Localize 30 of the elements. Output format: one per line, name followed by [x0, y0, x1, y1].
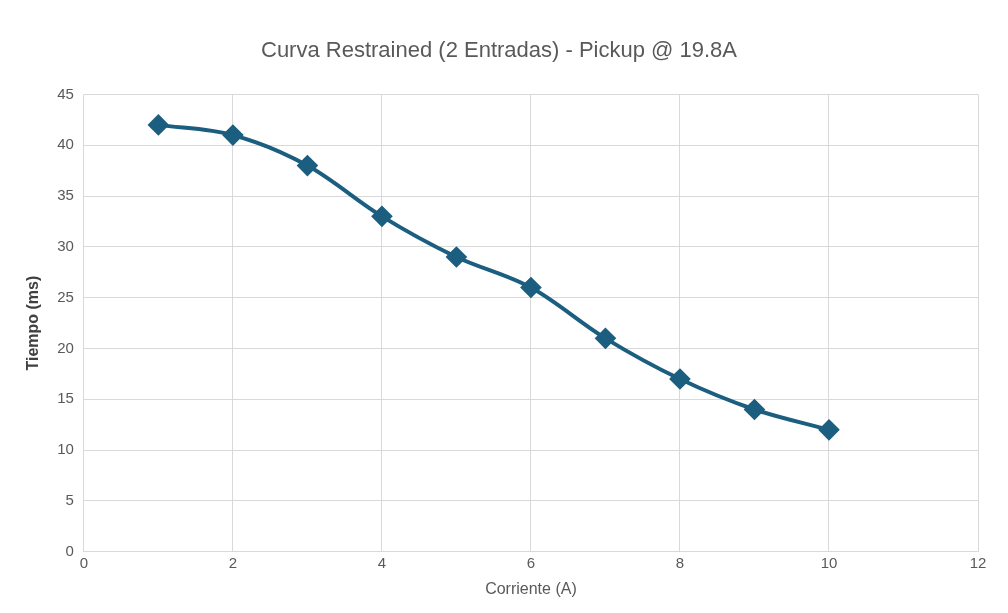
- x-axis-title: Corriente (A): [485, 579, 577, 597]
- point: [297, 155, 318, 176]
- x-tick-label: 2: [228, 553, 238, 571]
- point: [520, 277, 541, 298]
- x-tick-label: 12: [969, 553, 987, 571]
- y-tick-label: 0: [65, 541, 74, 559]
- y-tick-label: 35: [57, 186, 74, 204]
- y-tick-label: 45: [57, 84, 74, 102]
- y-tick-label: 5: [65, 491, 74, 509]
- y-tick-label: 15: [57, 389, 74, 407]
- y-tick-label: 40: [57, 135, 74, 153]
- point: [669, 369, 690, 389]
- point: [148, 114, 169, 135]
- point: [595, 328, 616, 349]
- y-tick-label: 25: [57, 287, 74, 305]
- point: [818, 419, 839, 440]
- y-tick-label: 10: [57, 440, 74, 458]
- point: [446, 247, 467, 268]
- y-axis-title: Tiempo (ms): [24, 275, 42, 371]
- y-tick-label: 20: [57, 338, 74, 356]
- point: [222, 125, 243, 146]
- y-tick-label: 30: [57, 237, 74, 255]
- x-tick-label: 6: [526, 553, 536, 571]
- x-tick-label: 10: [820, 553, 838, 571]
- x-tick-label: 0: [79, 553, 89, 571]
- point: [371, 206, 392, 227]
- x-tick-label: 8: [675, 553, 685, 571]
- x-tick-label: 4: [377, 553, 387, 571]
- chart-title: Curva Restrained (2 Entradas) - Pickup @ 19.8A: [261, 37, 738, 63]
- point: [744, 399, 765, 420]
